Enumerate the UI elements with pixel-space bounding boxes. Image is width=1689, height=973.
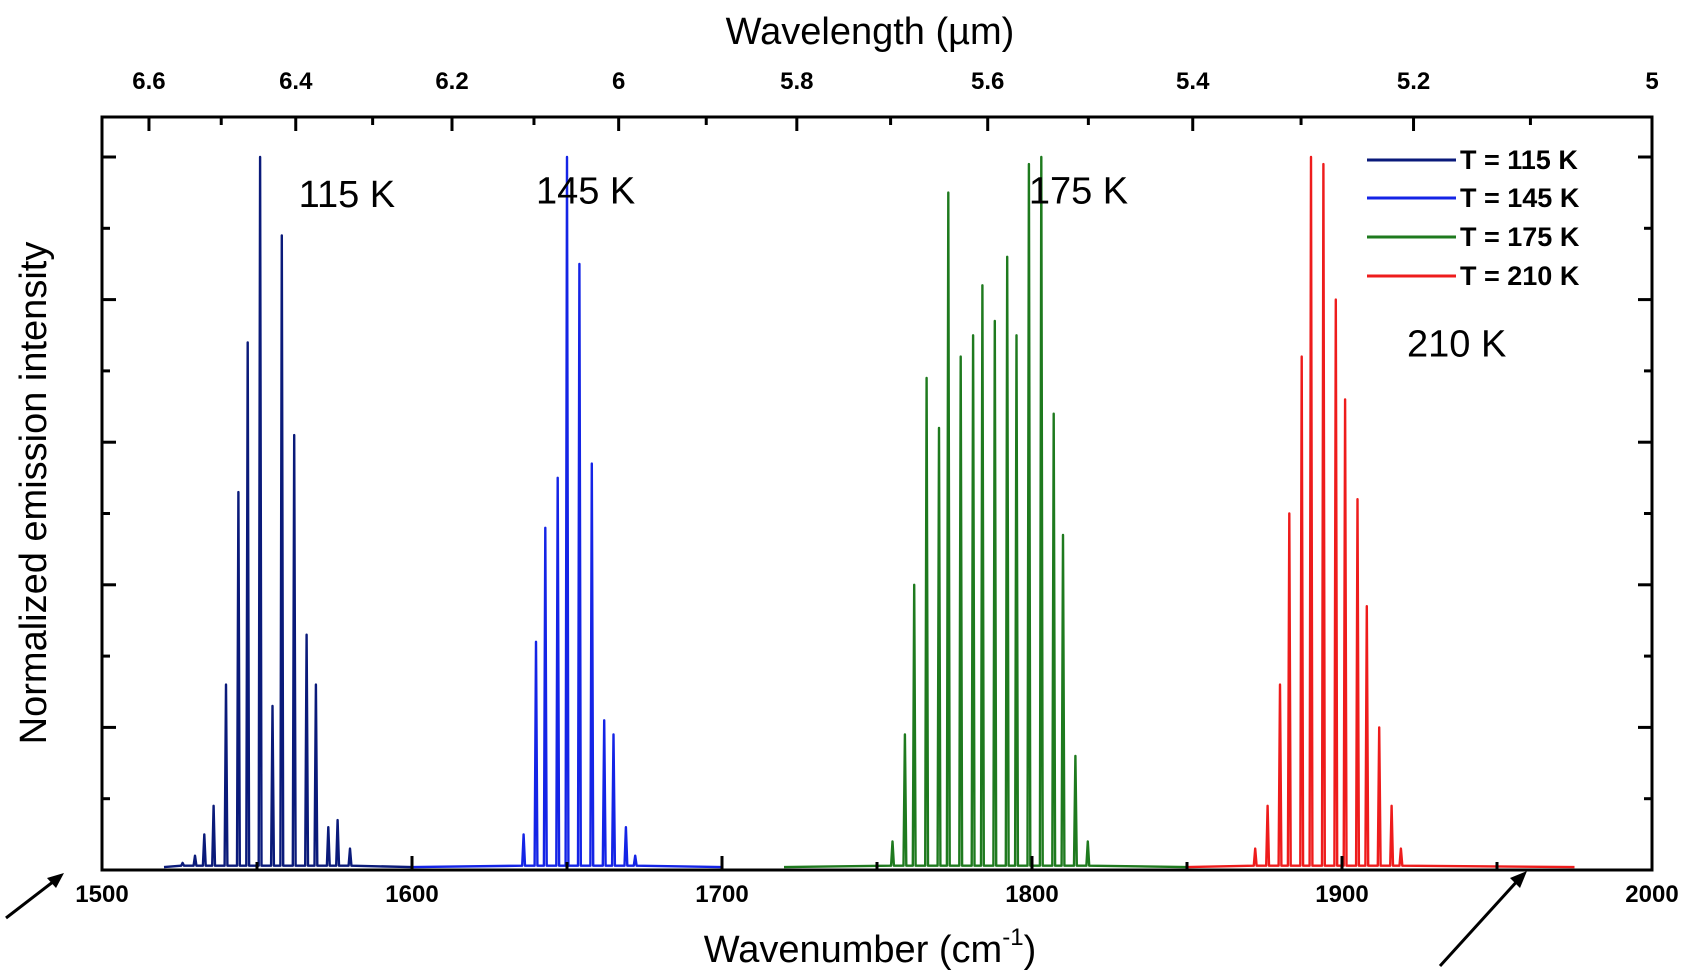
top-tick-labels: 6.6 6.4 6.2 6 5.8 5.6 5.4 5.2 5 xyxy=(132,68,1658,95)
peak-annotation: 210 K xyxy=(1407,324,1506,366)
series-t-175-k xyxy=(783,155,1188,869)
peak-annotations: 115 K 145 K 175 K 210 K xyxy=(299,170,1507,365)
x2-tick-label: 5.2 xyxy=(1397,68,1430,95)
x2-tick-label: 6.2 xyxy=(435,68,468,95)
legend: T = 115 K T = 145 K T = 175 K T = 210 K xyxy=(1367,145,1580,291)
bottom-tick-labels: 1500 1600 1700 1800 1900 2000 xyxy=(75,881,1678,908)
arrow-right-head xyxy=(1510,871,1527,888)
series-t-210-k xyxy=(1186,155,1575,869)
x2-tick-label: 6 xyxy=(612,68,625,95)
legend-label-115k: T = 115 K xyxy=(1460,145,1578,175)
legend-label-145k: T = 145 K xyxy=(1460,183,1580,213)
x-tick-label: 1800 xyxy=(1005,881,1058,908)
top-axis-title: Wavelength (µm) xyxy=(726,11,1015,53)
series-layer xyxy=(163,155,1575,869)
x2-tick-label: 5.4 xyxy=(1176,68,1210,95)
x-axis-title-superscript: -1 xyxy=(1002,924,1023,951)
x2-tick-label: 6.4 xyxy=(279,68,313,95)
series-t-145-k xyxy=(411,155,723,869)
series-t-115-k xyxy=(163,155,413,869)
x-axis-title: Wavenumber (cm-1) xyxy=(704,924,1036,971)
ticks-layer xyxy=(100,117,1654,870)
legend-label-175k: T = 175 K xyxy=(1460,222,1580,252)
arrow-left-head xyxy=(47,873,64,888)
series-line xyxy=(783,155,1188,869)
x2-tick-label: 5 xyxy=(1645,68,1658,95)
x-tick-label: 1600 xyxy=(385,881,438,908)
x-tick-label: 1700 xyxy=(695,881,748,908)
x2-tick-label: 5.8 xyxy=(780,68,813,95)
x-tick-label: 1500 xyxy=(75,881,128,908)
legend-label-210k: T = 210 K xyxy=(1460,261,1580,291)
x2-tick-label: 5.6 xyxy=(971,68,1004,95)
series-line xyxy=(1186,155,1575,869)
arrow-right-line xyxy=(1438,876,1522,968)
arrow-left-line xyxy=(5,876,59,920)
y-axis-title: Normalized emission intensity xyxy=(13,242,55,745)
series-line xyxy=(163,155,413,869)
x-tick-label: 1900 xyxy=(1315,881,1368,908)
peak-annotation: 175 K xyxy=(1029,170,1128,212)
x2-tick-label: 6.6 xyxy=(132,68,165,95)
peak-annotation: 115 K xyxy=(299,174,395,216)
peak-annotation: 145 K xyxy=(536,170,635,212)
x-tick-label: 2000 xyxy=(1625,881,1678,908)
